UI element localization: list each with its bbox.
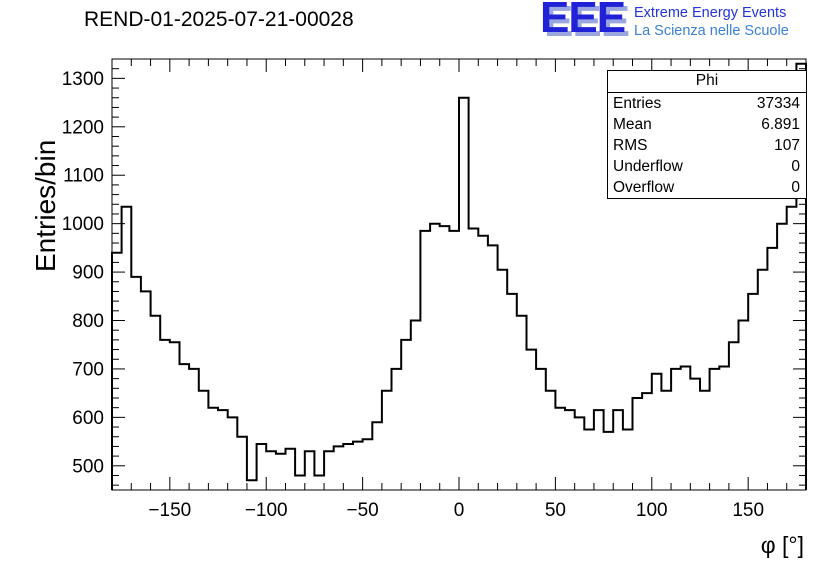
- svg-text:900: 900: [72, 263, 104, 284]
- stats-row: RMS 107: [608, 135, 806, 156]
- stats-label: Overflow: [613, 178, 675, 196]
- stats-row: Mean 6.891: [608, 114, 806, 135]
- stats-row: Entries 37334: [608, 93, 806, 114]
- svg-text:500: 500: [72, 456, 104, 477]
- eee-logo: EEE Extreme Energy Events La Scienza nel…: [540, 0, 836, 46]
- eee-logo-acronym: EEE: [540, 0, 626, 42]
- eee-logo-line1: Extreme Energy Events: [634, 5, 787, 21]
- svg-text:50: 50: [545, 500, 566, 521]
- y-axis-label: Entries/bin: [30, 139, 61, 272]
- stats-box-title: Phi: [608, 71, 806, 93]
- stats-label: RMS: [613, 136, 648, 154]
- svg-text:100: 100: [636, 500, 668, 521]
- stats-row: Overflow 0: [608, 177, 806, 198]
- stats-box: Phi Entries 37334 Mean 6.891 RMS 107 Und…: [607, 70, 807, 199]
- svg-text:−150: −150: [148, 500, 191, 521]
- stats-row: Underflow 0: [608, 156, 806, 177]
- svg-text:1100: 1100: [63, 166, 104, 187]
- svg-text:−50: −50: [346, 500, 378, 521]
- svg-text:1200: 1200: [62, 117, 104, 138]
- svg-text:1300: 1300: [62, 69, 104, 90]
- svg-text:0: 0: [454, 500, 465, 521]
- plot-title: REND-01-2025-07-21-00028: [84, 8, 354, 31]
- svg-text:1000: 1000: [62, 214, 104, 235]
- svg-text:150: 150: [732, 500, 764, 521]
- stats-value: 37334: [756, 94, 800, 112]
- svg-text:700: 700: [72, 359, 104, 380]
- stats-label: Mean: [613, 115, 652, 133]
- stats-label: Entries: [613, 94, 662, 112]
- svg-text:800: 800: [72, 311, 104, 332]
- stats-value: 107: [774, 136, 800, 154]
- svg-text:600: 600: [72, 408, 104, 429]
- svg-text:−100: −100: [245, 500, 288, 521]
- stats-value: 6.891: [761, 115, 800, 133]
- stats-value: 0: [791, 178, 800, 196]
- stats-value: 0: [791, 157, 800, 175]
- x-axis-label: φ [°]: [760, 532, 804, 558]
- eee-logo-line2: La Scienza nelle Scuole: [634, 23, 789, 39]
- stats-label: Underflow: [613, 157, 683, 175]
